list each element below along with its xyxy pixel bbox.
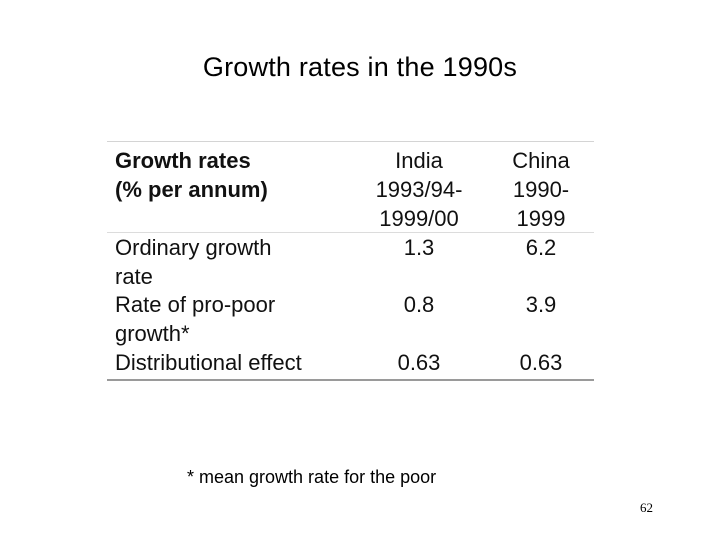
row-label-cell: Ordinary growth rate (115, 233, 355, 291)
header-china-line: China (512, 148, 570, 173)
header-india-line: 1993/94- (375, 177, 463, 202)
row-label-line: Distributional effect (115, 350, 302, 375)
header-label-line: (% per annum) (115, 177, 268, 202)
india-value-cell: 0.8 (403, 292, 435, 317)
row-label-line: Rate of pro-poor (115, 292, 276, 317)
page-number: 62 (640, 500, 653, 515)
header-label-line: Growth rates (115, 148, 251, 173)
row-label-line: rate (115, 264, 153, 289)
growth-rates-table: Growth rates (% per annum) India 1993/94… (107, 141, 594, 381)
china-value-cell: 3.9 (525, 292, 557, 317)
table-row: Distributional effect 0.63 0.63 (107, 348, 594, 377)
header-china-line: 1990- (512, 177, 570, 202)
footnote: * mean growth rate for the poor (187, 467, 437, 487)
row-label-line: Ordinary growth (115, 235, 272, 260)
header-china-line: 1999 (516, 206, 566, 231)
india-value-cell: 0.63 (397, 350, 441, 375)
row-label-cell: Rate of pro-poor growth* (115, 290, 355, 348)
table-header-row: Growth rates (% per annum) India 1993/94… (107, 146, 594, 234)
header-china-cell: China 1990- 1999 (491, 146, 591, 233)
header-india-line: 1999/00 (379, 206, 459, 231)
header-label-cell: Growth rates (% per annum) (115, 146, 355, 204)
table-row: Ordinary growth rate 1.3 6.2 (107, 232, 594, 291)
header-india-line: India (395, 148, 443, 173)
row-label-line: growth* (115, 321, 190, 346)
china-value-cell: 6.2 (525, 235, 557, 260)
slide-title: Growth rates in the 1990s (202, 52, 518, 82)
table-row: Rate of pro-poor growth* 0.8 3.9 (107, 290, 594, 348)
china-value-cell: 0.63 (519, 350, 563, 375)
header-india-cell: India 1993/94- 1999/00 (355, 146, 483, 233)
row-label-cell: Distributional effect (115, 348, 355, 377)
india-value-cell: 1.3 (403, 235, 435, 260)
